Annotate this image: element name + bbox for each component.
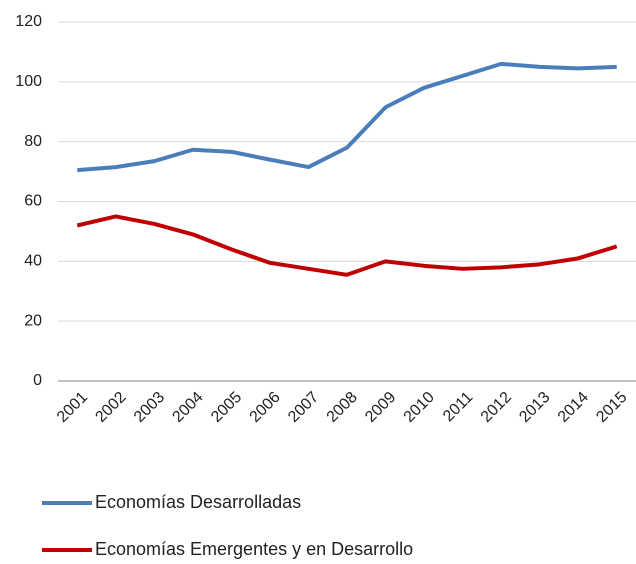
x-tick-label: 2009 xyxy=(362,389,399,426)
y-tick-label: 80 xyxy=(24,133,42,150)
legend-label: Economías Desarrolladas xyxy=(95,492,301,512)
legend-label: Economías Emergentes y en Desarrollo xyxy=(95,539,413,559)
x-tick-label: 2001 xyxy=(54,389,91,426)
series-line xyxy=(76,214,618,277)
y-tick-label: 0 xyxy=(33,372,42,389)
x-tick-label: 2014 xyxy=(555,389,592,426)
x-tick-label: 2013 xyxy=(516,389,553,426)
x-tick-label: 2005 xyxy=(208,389,245,426)
y-tick-label: 120 xyxy=(15,13,42,30)
x-tick-label: 2003 xyxy=(131,389,168,426)
x-tick-label: 2002 xyxy=(92,389,129,426)
x-tick-label: 2004 xyxy=(169,389,206,426)
x-tick-label: 2015 xyxy=(593,389,630,426)
series-line xyxy=(77,61,617,173)
x-tick-label: 2012 xyxy=(478,389,515,426)
x-tick-label: 2007 xyxy=(285,389,322,426)
x-tick-label: 2011 xyxy=(440,389,476,425)
y-tick-label: 100 xyxy=(15,73,42,90)
y-tick-label: 20 xyxy=(24,312,42,329)
y-tick-label: 60 xyxy=(24,193,42,210)
x-tick-label: 2008 xyxy=(324,389,361,426)
x-tick-label: 2010 xyxy=(401,389,438,426)
y-tick-label: 40 xyxy=(24,253,42,270)
x-tick-label: 2006 xyxy=(247,389,284,426)
